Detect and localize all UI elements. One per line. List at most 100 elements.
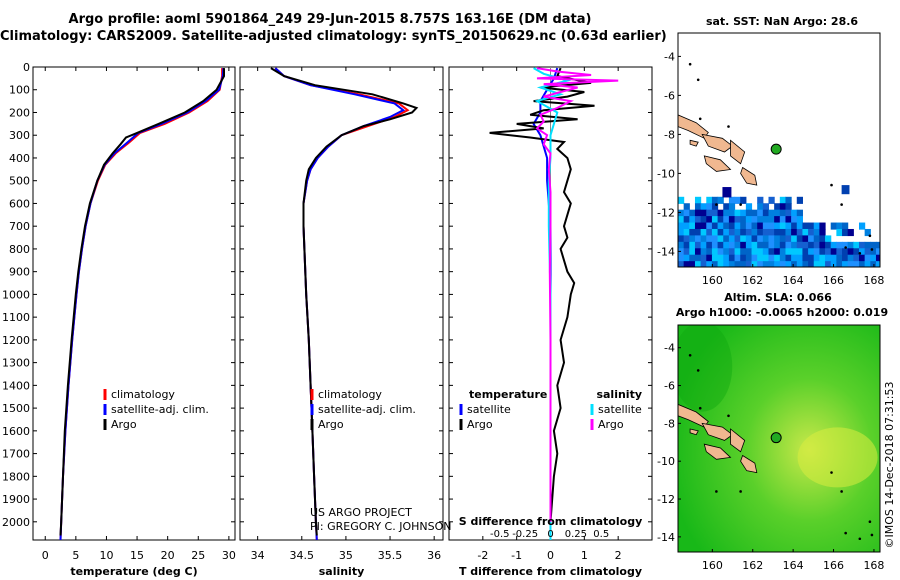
sst-cell bbox=[779, 203, 787, 211]
sst_map-ytick-label: -12 bbox=[657, 206, 675, 219]
sst-cell bbox=[768, 228, 775, 237]
sst-cell bbox=[683, 241, 690, 249]
sst-cell bbox=[819, 228, 826, 237]
sst-cell bbox=[853, 254, 860, 262]
sst-cell bbox=[745, 261, 753, 267]
sst-cell bbox=[684, 268, 690, 275]
sst_map-ytick-label: -8 bbox=[664, 128, 675, 141]
sla_map-xtick-label: 160 bbox=[702, 559, 723, 572]
sst-cell bbox=[694, 254, 702, 262]
sst-cell bbox=[864, 228, 871, 237]
imos-watermark: ©IMOS 14-Dec-2018 07:31:53 bbox=[883, 382, 896, 549]
sst_map-ytick-label: -6 bbox=[664, 89, 675, 102]
difference-series-s-argo bbox=[535, 67, 619, 522]
island bbox=[701, 133, 734, 153]
sst-cell bbox=[763, 268, 769, 275]
sst-cell bbox=[683, 228, 690, 237]
small-island bbox=[698, 406, 702, 410]
sst-cell bbox=[717, 235, 724, 243]
depth-tick-label: 700 bbox=[9, 220, 30, 233]
sst-cell bbox=[875, 248, 880, 256]
depth-tick-label: 1100 bbox=[2, 311, 30, 324]
sst-cell bbox=[723, 268, 729, 275]
difference-series-t-argo bbox=[489, 67, 595, 536]
sst-cell bbox=[825, 241, 832, 249]
sst-cell bbox=[757, 235, 764, 243]
small-island bbox=[698, 117, 702, 121]
sst-cell bbox=[700, 203, 707, 211]
sst-cell bbox=[694, 209, 702, 217]
sst-cell bbox=[757, 203, 764, 211]
sst-cell bbox=[791, 254, 798, 262]
sst_map-field bbox=[678, 33, 880, 275]
sst-cell bbox=[791, 228, 798, 237]
sst-cell bbox=[728, 248, 736, 256]
sst-cell bbox=[802, 254, 809, 262]
sst-cell bbox=[808, 241, 815, 249]
sst-cell bbox=[745, 228, 753, 237]
sst-cell bbox=[762, 216, 770, 224]
difference-xtick-label: 1 bbox=[581, 549, 588, 562]
sst-cell bbox=[774, 235, 781, 243]
sst-cell bbox=[723, 261, 730, 267]
sst-cell bbox=[842, 248, 849, 256]
sst-cell bbox=[870, 254, 877, 262]
sst-cell bbox=[779, 209, 787, 217]
difference-xtick-label: 2 bbox=[615, 549, 622, 562]
sst-cell bbox=[813, 235, 820, 243]
sst-cell bbox=[740, 261, 747, 267]
sst-cell bbox=[694, 235, 702, 243]
sst-cell bbox=[740, 241, 747, 249]
small-island bbox=[868, 234, 872, 238]
sst-cell bbox=[711, 216, 719, 224]
depth-tick-label: 1500 bbox=[2, 402, 30, 415]
sst-cell bbox=[768, 222, 775, 230]
sst-cell bbox=[836, 228, 843, 237]
sst-cell bbox=[678, 248, 685, 256]
sst-cell bbox=[836, 241, 843, 249]
sla_map-ytick-label: -10 bbox=[657, 455, 675, 468]
sst-cell bbox=[791, 261, 798, 267]
sst-cell bbox=[689, 241, 696, 249]
sst-cell bbox=[858, 222, 866, 230]
sst_map-xtick-label: 166 bbox=[823, 274, 844, 287]
sst_map-ytick-label: -14 bbox=[657, 245, 675, 258]
sst-cell bbox=[728, 209, 736, 217]
sst-cell bbox=[785, 235, 792, 243]
temp-legend-label: satellite bbox=[467, 403, 511, 416]
difference-xtick-label: -1 bbox=[511, 549, 522, 562]
sst_map-ytick-label: -4 bbox=[664, 50, 675, 63]
sst-cell bbox=[847, 228, 854, 237]
sst-cell bbox=[745, 209, 753, 217]
sst-cell bbox=[848, 268, 854, 275]
small-island bbox=[844, 246, 847, 249]
sst-cell bbox=[700, 222, 707, 230]
sst-cell bbox=[757, 209, 764, 217]
sst-cell bbox=[858, 241, 866, 249]
sst-cell bbox=[785, 248, 792, 256]
sst-cell bbox=[723, 216, 730, 224]
sst-cell bbox=[796, 261, 803, 267]
sst-cell bbox=[728, 203, 736, 211]
sst-cell bbox=[689, 216, 696, 224]
sst-cell bbox=[802, 235, 809, 243]
depth-tick-label: 600 bbox=[9, 197, 30, 210]
sst-cell bbox=[858, 254, 866, 262]
sst-cell bbox=[785, 261, 792, 267]
sst-cell bbox=[808, 254, 815, 262]
sst-cell bbox=[728, 216, 736, 224]
salinity-diff-tick-label: 0.25 bbox=[565, 529, 587, 540]
temp-legend-label: Argo bbox=[467, 418, 493, 431]
sst-cell bbox=[847, 241, 854, 249]
sst-cell bbox=[683, 254, 690, 262]
sst-cell bbox=[785, 228, 792, 237]
sla_map-xtick-label: 164 bbox=[783, 559, 804, 572]
sst-cell bbox=[717, 222, 724, 230]
small-island bbox=[739, 490, 742, 493]
sst-cell bbox=[842, 222, 849, 230]
small-island bbox=[688, 62, 692, 66]
sst-cell bbox=[717, 248, 724, 256]
sst-cell bbox=[779, 222, 787, 230]
sst-cell bbox=[774, 248, 781, 256]
